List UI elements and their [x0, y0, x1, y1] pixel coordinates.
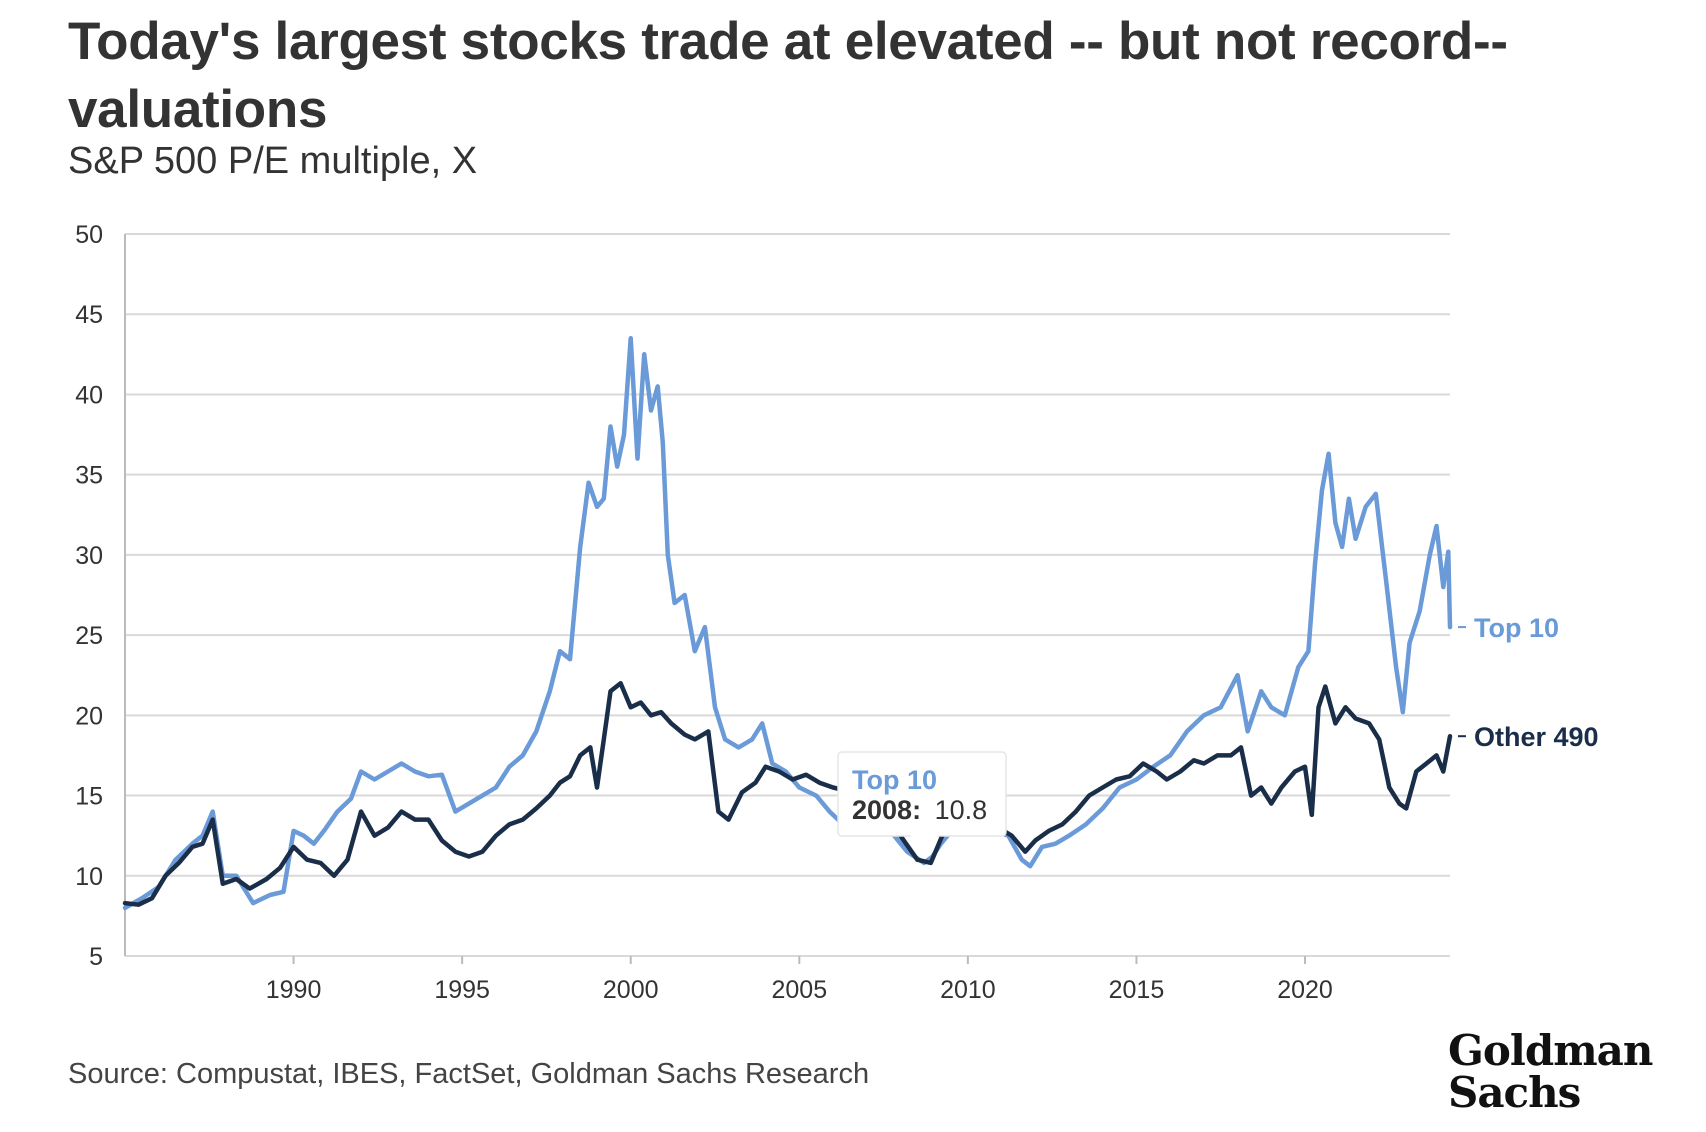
x-axis-ticks: 1990 1995 2000 2005 2010 2015 2020 [266, 956, 1333, 1004]
y-axis-ticks: 5 10 15 20 25 30 35 40 45 50 [75, 221, 103, 971]
y-tick-label: 35 [75, 462, 103, 490]
y-tick-label: 40 [75, 381, 103, 409]
x-tick-label: 1990 [266, 976, 322, 1004]
x-tick-label: 2015 [1109, 976, 1165, 1004]
tooltip-series-name: Top 10 [852, 765, 937, 795]
x-tick-label: 2010 [940, 976, 996, 1004]
chart-title: Today's largest stocks trade at elevated… [68, 12, 1508, 139]
tooltip-value-line: 2008: 10.8 [852, 795, 987, 825]
series-line-top-10 [122, 336, 1453, 911]
y-tick-label: 15 [75, 783, 103, 811]
tooltip-value: 10.8 [935, 795, 988, 825]
end-label-top-10: Top 10 [1474, 613, 1559, 643]
y-tick-label: 30 [75, 542, 103, 570]
series-line-other-490 [122, 680, 1453, 907]
y-tick-label: 5 [89, 943, 103, 971]
x-tick-label: 2020 [1277, 976, 1333, 1004]
series-lines [122, 336, 1453, 911]
logo-line-1: Goldman [1448, 1026, 1653, 1075]
tooltip-pointer [910, 835, 939, 855]
goldman-sachs-logo: Goldman Sachs [1448, 1026, 1653, 1117]
line-chart: 5 10 15 20 25 30 35 40 45 50 1990 1995 2000 2005 2010… [75, 221, 1599, 1004]
chart-subtitle: S&P 500 P/E multiple, X [68, 140, 478, 182]
series-end-labels: Top 10 Other 490 [1458, 613, 1599, 752]
x-tick-label: 1995 [434, 976, 490, 1004]
end-label-other-490: Other 490 [1474, 722, 1599, 752]
y-tick-label: 10 [75, 863, 103, 891]
y-tick-label: 20 [75, 702, 103, 730]
x-tick-label: 2000 [603, 976, 659, 1004]
gridlines [124, 233, 1450, 957]
y-tick-label: 25 [75, 622, 103, 650]
x-tick-label: 2005 [771, 976, 827, 1004]
source-note: Source: Compustat, IBES, FactSet, Goldma… [68, 1058, 870, 1090]
logo-line-2: Sachs [1448, 1068, 1581, 1117]
hover-tooltip: Top 10 2008: 10.8 [837, 751, 1007, 855]
tooltip-year: 2008: [852, 795, 921, 825]
y-tick-label: 50 [75, 221, 103, 249]
y-tick-label: 45 [75, 301, 103, 329]
